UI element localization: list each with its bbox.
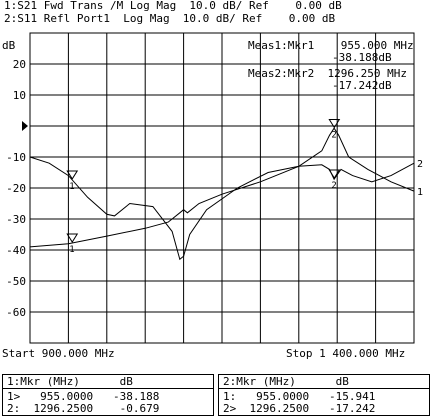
unit-label: dB (2, 39, 16, 52)
trace2-header: 2:S11 Refl Port1 Log Mag 10.0 dB/ Ref 0.… (4, 12, 336, 25)
trace2-table-header: 2:Mkr (MHz) dB (223, 375, 349, 388)
trace1-marker-table: 1:Mkr (MHz) dB 1> 955.0000 -38.188 2: 12… (2, 374, 214, 416)
trace2-marker-table: 2:Mkr (MHz) dB 1: 955.0000 -15.941 2> 12… (218, 374, 430, 416)
trace1-table-header: 1:Mkr (MHz) dB (7, 375, 133, 388)
y-tick-label: 10 (13, 89, 26, 102)
trace1-marker2-row: 2: 1296.2500 -0.679 (7, 402, 160, 415)
marker-1-trace-1 (66, 233, 79, 243)
marker-2-trace-2 (328, 169, 341, 179)
trace2-marker2-row: 2> 1296.2500 -17.242 (223, 402, 376, 415)
meas1-label: Meas1:Mkr1 955.000 MHz (248, 39, 414, 52)
table-divider (219, 388, 429, 389)
y-tick-label: -20 (6, 182, 26, 195)
start-frequency: Start 900.000 MHz (2, 347, 115, 360)
trace-2-end-label: 2 (417, 159, 423, 170)
meas2-label: Meas2:Mkr2 1296.250 MHz (248, 67, 407, 80)
marker-2-number: 2 (331, 181, 336, 191)
marker-1-number: 1 (69, 182, 74, 192)
marker-2-number: 2 (331, 130, 336, 140)
y-tick-label: 20 (13, 58, 26, 71)
trace-1-end-label: 1 (417, 187, 423, 198)
trace1-marker1-row: 1> 955.0000 -38.188 (7, 390, 160, 403)
y-tick-label: -10 (6, 151, 26, 164)
marker-2-trace-1 (328, 118, 341, 129)
y-tick-label: -60 (6, 306, 26, 319)
meas1-value: -38.188dB (332, 51, 392, 64)
trace-2 (29, 156, 415, 261)
marker-1-number: 1 (69, 245, 74, 255)
trace2-marker1-row: 1: 955.0000 -15.941 (223, 390, 376, 403)
reference-level-marker (22, 121, 28, 131)
stop-frequency: Stop 1 400.000 MHz (286, 347, 406, 360)
y-tick-label: -50 (6, 275, 26, 288)
y-tick-label: -40 (6, 244, 26, 257)
meas2-value: -17.242dB (332, 79, 392, 92)
trace1-header: 1:S21 Fwd Trans /M Log Mag 10.0 dB/ Ref … (4, 0, 342, 12)
y-tick-label: -30 (6, 213, 26, 226)
trace-1 (29, 127, 415, 248)
table-divider (3, 388, 213, 389)
marker-1-trace-2 (66, 170, 79, 180)
